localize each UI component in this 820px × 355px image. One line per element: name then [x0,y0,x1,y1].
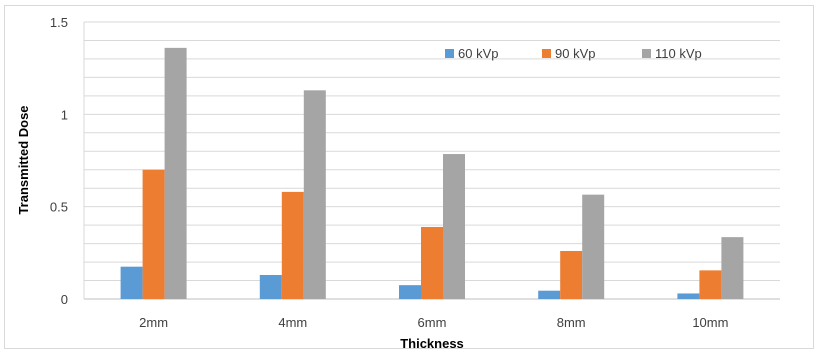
bars [120,47,744,300]
legend-swatch [642,49,651,58]
bar-110-kvp [443,154,465,299]
bar-90-kvp [560,250,583,299]
bar-110-kvp [303,90,326,300]
x-tick-label: 8mm [557,315,586,330]
y-tick-label: 1.5 [50,15,68,30]
bar-90-kvp [421,226,443,299]
bar-60-kvp [538,290,561,299]
x-tick-label: 10mm [692,315,728,330]
x-tick-labels: 2mm 4mm 6mm 8mm 10mm [139,315,728,330]
x-tick-label: 6mm [418,315,447,330]
y-tick-label: 0 [61,292,68,307]
bar-60-kvp [677,293,700,299]
bar-110-kvp [164,47,187,299]
legend: 60 kVp 90 kVp 110 kVp [445,46,702,61]
bar-90-kvp [699,270,722,299]
bar-60-kvp [259,274,282,299]
bar-90-kvp [281,191,304,299]
x-tick-label: 4mm [278,315,307,330]
y-axis-title: Transmitted Dose [16,105,31,214]
bar-60-kvp [120,266,143,299]
bar-90-kvp [142,169,165,299]
x-tick-label: 2mm [139,315,168,330]
y-tick-label: 0.5 [50,200,68,215]
legend-label: 60 kVp [458,46,498,61]
bar-110-kvp [582,194,605,299]
gridlines [83,21,780,300]
x-axis-title: Thickness [400,336,464,351]
legend-swatch [445,49,454,58]
bar-60-kvp [399,285,421,299]
legend-label: 110 kVp [655,46,702,61]
legend-label: 90 kVp [555,46,595,61]
y-tick-labels: 0 0.5 1 1.5 [50,15,68,307]
legend-swatch [542,49,551,58]
bar-110-kvp [721,237,744,299]
y-tick-label: 1 [61,107,68,122]
